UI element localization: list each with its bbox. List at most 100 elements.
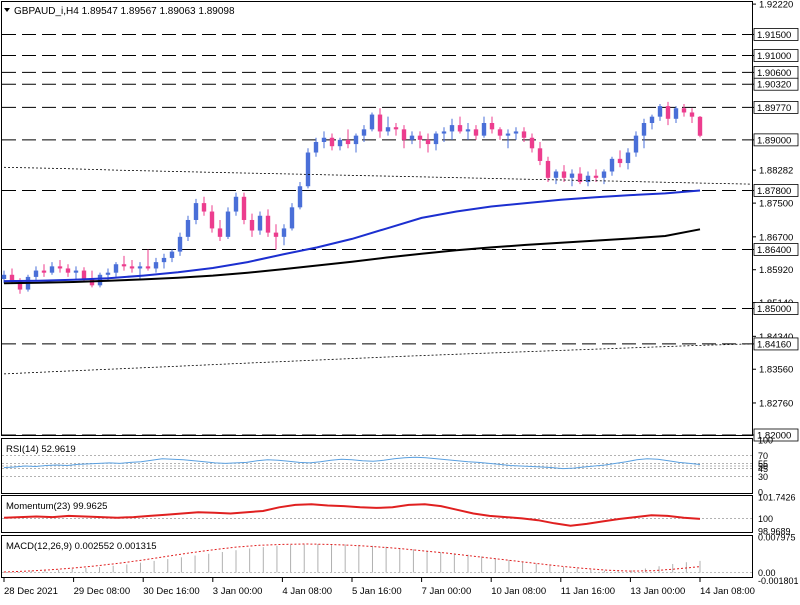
momentum-tick-label: 100 xyxy=(758,514,773,524)
macd-signal-line xyxy=(3,543,701,573)
candle-bearish xyxy=(417,135,423,140)
candle-bullish xyxy=(233,196,239,212)
time-tick-label: 29 Dec 08:00 xyxy=(74,586,131,597)
candle-bullish xyxy=(569,173,575,178)
rsi-tick-label: 100 xyxy=(758,436,773,446)
candle-bearish xyxy=(473,129,479,136)
candle-bullish xyxy=(657,106,663,117)
candle-bullish xyxy=(305,152,311,187)
level-label-box xyxy=(753,337,799,351)
candle-bullish xyxy=(297,186,303,208)
rsi-tick-label: 30 xyxy=(758,472,768,482)
time-tick-label: 28 Dec 2021 xyxy=(4,586,58,597)
candle-bullish xyxy=(633,135,639,153)
collapse-arrow-icon[interactable] xyxy=(4,8,10,12)
candle-bullish xyxy=(441,131,447,134)
time-tick-label: 14 Jan 08:00 xyxy=(700,586,755,597)
momentum-tick-label: 98.9689 xyxy=(758,527,791,537)
candle-bullish xyxy=(225,211,231,237)
level-label-box xyxy=(753,133,799,147)
level-label: 1.82000 xyxy=(757,431,791,442)
main-chart-title: GBPAUD_i,H4 1.89547 1.89567 1.89063 1.89… xyxy=(14,6,235,17)
candle-bullish xyxy=(169,251,175,258)
level-label: 1.85000 xyxy=(757,304,791,315)
candle-bullish xyxy=(137,266,143,269)
candle-bearish xyxy=(593,175,599,178)
time-tick-label: 13 Jan 00:00 xyxy=(630,586,685,597)
candle-bearish xyxy=(81,270,87,280)
macd-tick-label: -0.001801 xyxy=(758,576,799,586)
candle-bearish xyxy=(121,264,127,267)
level-label: 1.91500 xyxy=(757,30,791,41)
candle-bearish xyxy=(697,116,703,136)
time-tick-label: 11 Jan 16:00 xyxy=(561,586,615,597)
candle-bullish xyxy=(161,257,167,263)
candle-bearish xyxy=(537,148,543,161)
level-label-box xyxy=(753,428,799,442)
candle-bullish xyxy=(449,125,455,132)
candle-bullish xyxy=(465,129,471,132)
candle-bullish xyxy=(481,123,487,136)
level-label: 1.90320 xyxy=(757,80,791,91)
time-tick-label: 7 Jan 00:00 xyxy=(422,586,472,597)
candle-bearish xyxy=(617,158,623,164)
candle-bullish xyxy=(649,116,655,124)
lower-channel-line xyxy=(3,343,751,375)
time-tick-label: 5 Jan 16:00 xyxy=(352,586,402,597)
candle-bullish xyxy=(353,135,359,145)
main-chart-frame xyxy=(1,1,753,436)
candle-bullish xyxy=(369,114,375,130)
momentum-panel-frame xyxy=(1,495,753,533)
price-tick-label: 1.87500 xyxy=(759,199,793,210)
rsi-panel-frame xyxy=(1,438,753,494)
candle-bullish xyxy=(73,270,79,273)
macd-title: MACD(12,26,9) 0.002552 0.001315 xyxy=(6,541,157,552)
candle-bullish xyxy=(321,137,327,142)
price-tick-label: 1.83560 xyxy=(759,365,793,376)
candle-bullish xyxy=(49,266,55,273)
moving-average-fast-line xyxy=(3,189,701,283)
level-label-box xyxy=(753,302,799,315)
rsi-tick-label: 0 xyxy=(758,488,763,498)
candle-bearish xyxy=(129,266,135,269)
candle-bearish xyxy=(345,139,351,145)
candle-bearish xyxy=(273,232,279,237)
candle-bullish xyxy=(177,236,183,252)
time-tick-label: 3 Jan 00:00 xyxy=(213,586,263,597)
candle-bearish xyxy=(201,203,207,212)
candle-bullish xyxy=(113,264,119,273)
candle-bearish xyxy=(329,137,335,147)
level-label-box xyxy=(753,28,799,41)
candle-bullish xyxy=(105,272,111,275)
candle-bearish xyxy=(681,108,687,113)
candle-bullish xyxy=(625,152,631,164)
rsi-tick-label: 50 xyxy=(758,462,768,472)
level-label: 1.87800 xyxy=(757,186,791,197)
time-tick-label: 10 Jan 08:00 xyxy=(491,586,546,597)
candle-bullish xyxy=(281,228,287,237)
candle-bearish xyxy=(65,268,71,273)
candle-bullish xyxy=(337,139,343,147)
level-label-box xyxy=(753,77,799,91)
candle-bearish xyxy=(57,266,63,269)
candle-bullish xyxy=(641,123,647,136)
level-label: 1.89770 xyxy=(757,103,791,114)
level-label: 1.91000 xyxy=(757,51,791,62)
candle-bullish xyxy=(609,158,615,172)
candle-bearish xyxy=(265,215,271,233)
candle-bullish xyxy=(193,203,199,220)
candle-bullish xyxy=(673,108,679,119)
candle-bearish xyxy=(41,270,47,273)
candle-bearish xyxy=(393,127,399,130)
candle-bullish xyxy=(257,215,263,231)
level-label: 1.89000 xyxy=(757,135,791,146)
level-label: 1.90600 xyxy=(757,68,791,79)
candle-bullish xyxy=(33,270,39,277)
candle-bearish xyxy=(489,123,495,130)
macd-tick-label: 0.007975 xyxy=(758,533,796,543)
level-label-box xyxy=(753,243,799,256)
price-tick-label: 1.84340 xyxy=(759,332,793,343)
level-label-box xyxy=(753,49,799,62)
